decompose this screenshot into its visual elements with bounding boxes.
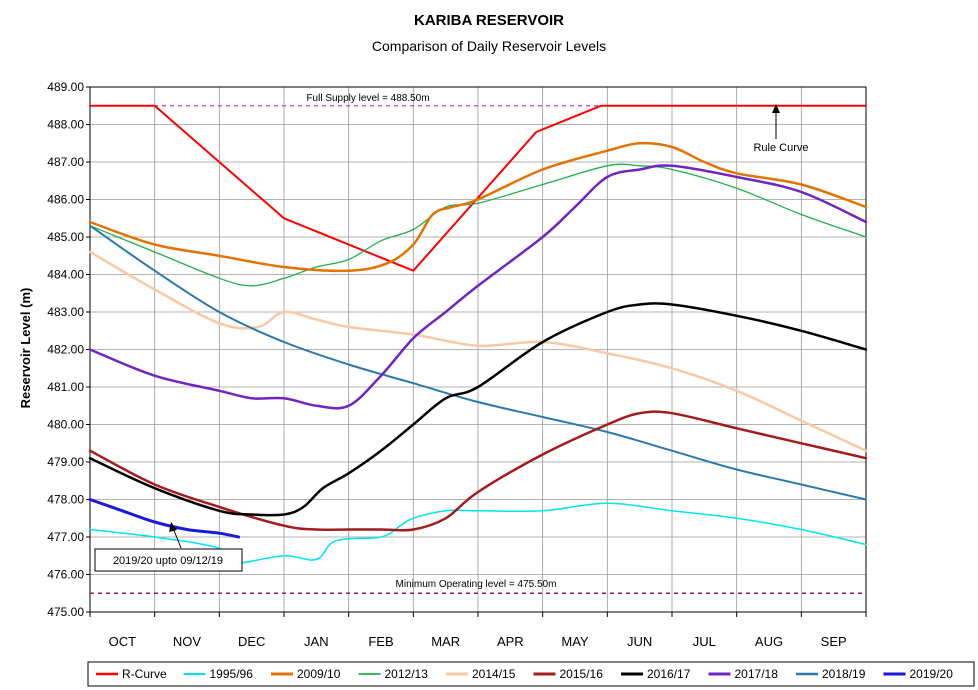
x-tick-label: FEB bbox=[368, 634, 393, 649]
legend: R-Curve 1995/96 2009/10 2012/13 2014/15 2015/… bbox=[87, 661, 975, 687]
y-axis-label: Reservoir Level (m) bbox=[18, 288, 33, 409]
y-tick-label: 488.00 bbox=[47, 118, 84, 132]
reference-lines bbox=[90, 105, 866, 594]
current-label-box bbox=[94, 548, 243, 572]
chart-subtitle: Comparison of Daily Reservoir Levels bbox=[372, 38, 606, 54]
legend-label-2015-16: 2015/16 bbox=[560, 667, 604, 681]
full-supply-label: Full Supply level = 488.50m bbox=[306, 93, 429, 104]
y-tick-label: 475.00 bbox=[47, 605, 84, 619]
series-line-2016-17 bbox=[88, 302, 868, 517]
series-line-2009-10 bbox=[88, 141, 868, 273]
x-tick-label: APR bbox=[497, 634, 524, 649]
y-ticks: 475.00 476.00 477.00 478.00 479.00 480.00 481.… bbox=[47, 80, 90, 619]
min-operating-label: Minimum Operating level = 475.50m bbox=[396, 579, 557, 590]
x-tick-label: JUL bbox=[693, 634, 716, 649]
x-tick-label: OCT bbox=[109, 634, 137, 649]
legend-label-2018-19: 2018/19 bbox=[822, 667, 866, 681]
series-line-2018-19 bbox=[89, 224, 867, 501]
rule-curve-label: Rule Curve bbox=[753, 142, 808, 154]
legend-label-2014-15: 2014/15 bbox=[472, 667, 516, 681]
series-line-r-curve bbox=[89, 104, 867, 272]
y-tick-label: 483.00 bbox=[47, 305, 84, 319]
legend-label-2012-13: 2012/13 bbox=[385, 667, 429, 681]
y-tick-label: 480.00 bbox=[47, 418, 84, 432]
legend-label-2016-17: 2016/17 bbox=[647, 667, 691, 681]
x-ticks: OCT NOV DEC JAN FEB MAR APR MAY JUN JUL AUG SEP bbox=[89, 612, 867, 649]
y-tick-label: 482.00 bbox=[47, 343, 84, 357]
chart-title: KARIBA RESERVOIR bbox=[414, 12, 564, 29]
y-tick-label: 484.00 bbox=[47, 268, 84, 282]
legend-label-2019-20: 2019/20 bbox=[910, 667, 954, 681]
y-tick-label: 489.00 bbox=[47, 80, 84, 94]
legend-label-2017-18: 2017/18 bbox=[735, 667, 779, 681]
x-tick-label: DEC bbox=[238, 634, 265, 649]
x-tick-label: AUG bbox=[755, 634, 783, 649]
series bbox=[88, 104, 868, 565]
x-tick-label: SEP bbox=[821, 634, 847, 649]
x-tick-label: JAN bbox=[304, 634, 329, 649]
current-label-arrow bbox=[172, 527, 182, 549]
y-tick-label: 476.00 bbox=[47, 568, 84, 582]
y-tick-label: 487.00 bbox=[47, 155, 84, 169]
x-tick-label: MAR bbox=[431, 634, 460, 649]
y-tick-label: 485.00 bbox=[47, 230, 84, 244]
y-tick-label: 481.00 bbox=[47, 380, 84, 394]
legend-box bbox=[87, 661, 975, 687]
x-tick-label: MAY bbox=[561, 634, 589, 649]
y-tick-label: 479.00 bbox=[47, 455, 84, 469]
series-line-2015-16 bbox=[88, 410, 868, 532]
y-tick-label: 477.00 bbox=[47, 530, 84, 544]
y-tick-label: 478.00 bbox=[47, 493, 84, 507]
x-tick-label: JUN bbox=[627, 634, 652, 649]
legend-label-1995-96: 1995/96 bbox=[210, 667, 254, 681]
series-line-2017-18 bbox=[88, 164, 868, 410]
rule-curve-arrowhead bbox=[772, 104, 780, 113]
legend-label-2009-10: 2009/10 bbox=[297, 667, 341, 681]
current-label: 2019/20 upto 09/12/19 bbox=[113, 555, 223, 567]
y-tick-label: 486.00 bbox=[47, 193, 84, 207]
series-line-2014-15 bbox=[88, 250, 868, 452]
current-label-arrowhead bbox=[169, 522, 177, 532]
x-tick-label: NOV bbox=[173, 634, 202, 649]
legend-label-r-curve: R-Curve bbox=[122, 667, 167, 681]
